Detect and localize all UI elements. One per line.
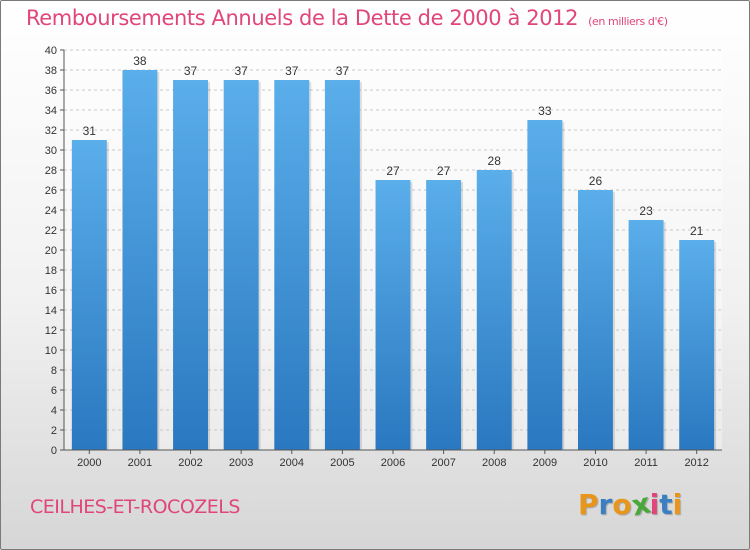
bar — [426, 180, 462, 450]
bar — [476, 170, 512, 450]
x-tick-label: 2009 — [533, 457, 557, 469]
bar-value-label: 37 — [234, 64, 248, 78]
x-tick-label: 2006 — [381, 457, 405, 469]
y-tick-label: 20 — [45, 245, 57, 257]
x-tick-label: 2001 — [128, 457, 152, 469]
x-tick-label: 2010 — [583, 457, 607, 469]
bar — [274, 80, 310, 450]
y-tick-label: 22 — [45, 225, 57, 237]
bar-value-label: 27 — [386, 164, 400, 178]
y-tick-label: 34 — [45, 105, 57, 117]
bar — [628, 220, 664, 450]
bar-value-label: 21 — [690, 224, 704, 238]
y-tick-label: 4 — [51, 405, 57, 417]
y-tick-label: 10 — [45, 345, 57, 357]
y-tick-label: 0 — [51, 445, 57, 457]
bar-value-label: 37 — [336, 64, 350, 78]
bar-value-label: 28 — [488, 154, 502, 168]
x-tick-label: 2007 — [431, 457, 455, 469]
x-tick-label: 2012 — [684, 457, 708, 469]
bar — [223, 80, 259, 450]
chart-subtitle: (en milliers d'€) — [588, 15, 668, 28]
bar-value-label: 23 — [639, 204, 653, 218]
y-tick-label: 32 — [45, 125, 57, 137]
bar-value-label: 26 — [589, 174, 603, 188]
x-tick-label: 2008 — [482, 457, 506, 469]
x-tick-label: 2005 — [330, 457, 354, 469]
bar — [324, 80, 360, 450]
proxiti-logo: Proxiti — [578, 486, 683, 522]
logo-letter: i — [672, 488, 683, 521]
bar — [122, 70, 158, 450]
bar — [375, 180, 411, 450]
bar-value-label: 33 — [538, 104, 552, 118]
logo-letter: t — [659, 488, 673, 521]
x-tick-label: 2000 — [77, 457, 101, 469]
bar — [527, 120, 563, 450]
logo-letter: o — [612, 488, 632, 521]
chart-title: Remboursements Annuels de la Dette de 20… — [26, 6, 668, 30]
y-tick-label: 18 — [45, 265, 57, 277]
bar — [577, 190, 613, 450]
bar-value-label: 27 — [437, 164, 451, 178]
x-tick-label: 2011 — [634, 457, 658, 469]
x-tick-label: 2003 — [229, 457, 253, 469]
y-tick-label: 24 — [45, 205, 57, 217]
bar-value-label: 37 — [285, 64, 299, 78]
y-tick-label: 36 — [45, 85, 57, 97]
logo-letter: i — [649, 488, 660, 521]
y-tick-label: 26 — [45, 185, 57, 197]
bar — [71, 140, 107, 450]
logo-letter: P — [578, 488, 599, 521]
y-tick-label: 38 — [45, 65, 57, 77]
bar-value-label: 37 — [184, 64, 198, 78]
y-tick-label: 2 — [51, 425, 57, 437]
y-tick-label: 16 — [45, 285, 57, 297]
bar-value-label: 31 — [83, 124, 97, 138]
x-tick-label: 2004 — [280, 457, 304, 469]
y-tick-label: 12 — [45, 325, 57, 337]
bar — [173, 80, 209, 450]
y-tick-label: 6 — [51, 385, 57, 397]
bars: 31 38 37 37 37 37 27 27 28 33 26 23 21 — [71, 54, 717, 450]
commune-name: CEILHES-ET-ROCOZELS — [30, 496, 240, 518]
bar — [679, 240, 715, 450]
x-axis: 2000 2001 2002 2003 2004 2005 2006 2007 2008 2009… — [64, 449, 722, 469]
y-tick-label: 28 — [45, 165, 57, 177]
chart-title-text: Remboursements Annuels de la Dette de 20… — [26, 6, 579, 30]
y-tick-label: 30 — [45, 145, 57, 157]
y-tick-label: 40 — [45, 45, 57, 57]
y-tick-label: 8 — [51, 365, 57, 377]
bar-value-label: 38 — [133, 54, 147, 68]
y-tick-label: 14 — [45, 305, 57, 317]
logo-letter: r — [598, 488, 613, 521]
x-tick-label: 2002 — [178, 457, 202, 469]
